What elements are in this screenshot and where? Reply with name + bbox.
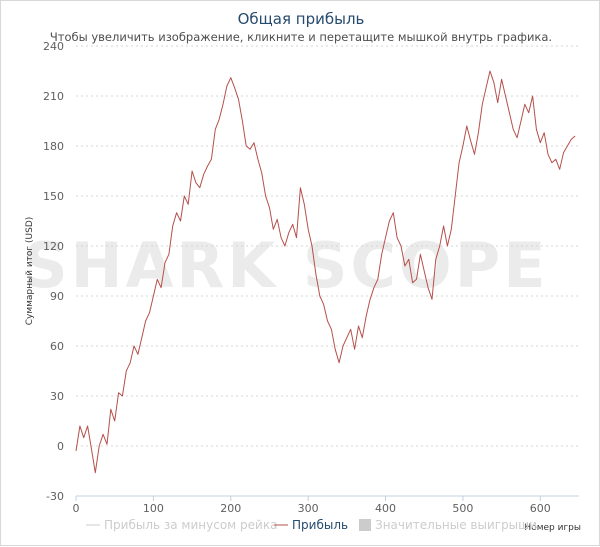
y-tick-label: 0 — [57, 440, 64, 453]
legend[interactable]: Прибыль за минусом рейка Прибыль Значитель… — [86, 518, 537, 532]
chart-title: Общая прибыль — [237, 10, 365, 28]
y-tick-label: 90 — [50, 290, 64, 303]
y-tick-label: 120 — [43, 240, 64, 253]
x-tick-label: 200 — [220, 502, 241, 515]
legend-symbol — [359, 519, 371, 531]
x-axis-title: Номер игры — [524, 523, 581, 533]
legend-item-rake[interactable]: Прибыль за минусом рейка — [86, 518, 277, 532]
watermark: SHARK SCOPE — [23, 229, 549, 302]
legend-label: Прибыль за минусом рейка — [104, 518, 277, 532]
y-axis-title: Суммарный итог (USD) — [25, 217, 35, 326]
x-tick-label: 300 — [298, 502, 319, 515]
y-tick-label: 150 — [43, 190, 64, 203]
y-axis: -30 0 30 60 90 120 150 180 210 240 — [43, 40, 64, 503]
legend-label: Значительные выигрыши — [375, 518, 537, 532]
x-tick-label: 600 — [530, 502, 551, 515]
watermark-text: SHARK SCOPE — [23, 229, 549, 302]
y-tick-label: -30 — [46, 490, 64, 503]
profit-series-line[interactable] — [75, 70, 576, 474]
y-tick-label: 60 — [50, 340, 64, 353]
x-tick-label: 0 — [73, 502, 80, 515]
legend-label: Прибыль — [292, 518, 348, 532]
chart-subtitle: Чтобы увеличить изображение, кликните и … — [49, 30, 553, 44]
x-tick-label: 400 — [375, 502, 396, 515]
x-tick-label: 500 — [452, 502, 473, 515]
series-group[interactable] — [75, 70, 576, 474]
x-axis: 0 100 200 300 400 500 600 — [73, 495, 579, 515]
y-tick-label: 30 — [50, 390, 64, 403]
y-tick-label: 210 — [43, 90, 64, 103]
legend-item-significant[interactable]: Значительные выигрыши — [359, 518, 537, 532]
legend-item-profit[interactable]: Прибыль — [274, 518, 348, 532]
y-tick-label: 240 — [43, 40, 64, 53]
y-tick-label: 180 — [43, 140, 64, 153]
x-tick-label: 100 — [143, 502, 164, 515]
